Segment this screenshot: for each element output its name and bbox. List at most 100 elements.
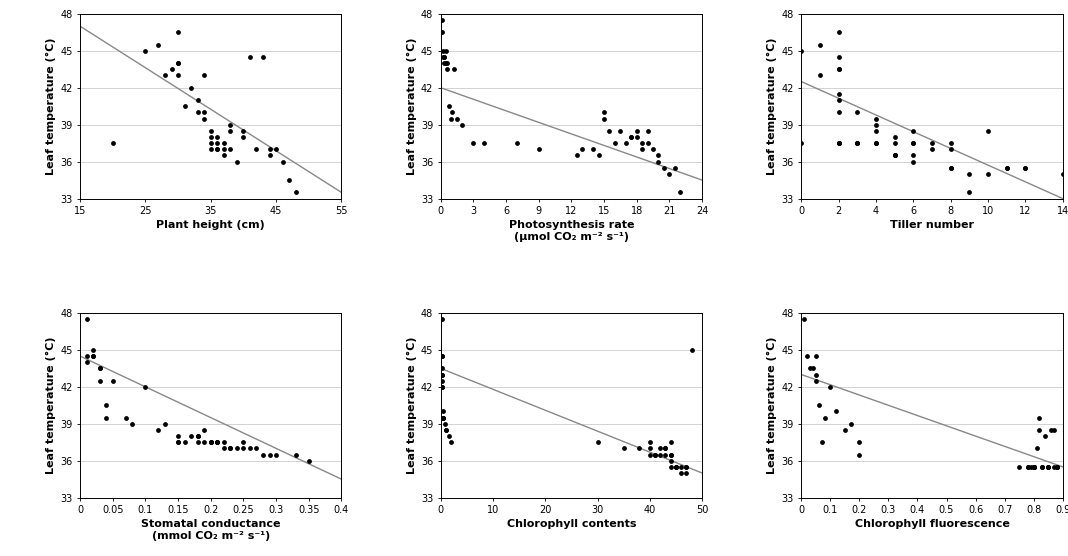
Point [189, 431, 206, 440]
X-axis label: Stomatal conductance
(mmol CO₂ m⁻² s⁻¹): Stomatal conductance (mmol CO₂ m⁻² s⁻¹) [141, 519, 281, 541]
Point [176, 102, 193, 111]
Point [623, 132, 640, 141]
Point [176, 438, 193, 446]
Point [248, 145, 265, 154]
Point [830, 90, 847, 98]
Point [830, 108, 847, 117]
Point [684, 345, 701, 354]
Point [441, 102, 458, 111]
Point [650, 151, 668, 160]
Point [651, 444, 669, 453]
Point [1049, 463, 1066, 471]
Point [628, 126, 645, 135]
Point [886, 151, 904, 160]
Point [661, 170, 678, 178]
Point [202, 145, 219, 154]
Point [942, 163, 959, 172]
Point [202, 138, 219, 147]
Point [905, 126, 922, 135]
Point [1054, 170, 1068, 178]
Point [439, 59, 456, 68]
Point [822, 383, 839, 391]
Point [1046, 425, 1063, 434]
Point [268, 145, 285, 154]
Y-axis label: Leaf temperature (°C): Leaf temperature (°C) [46, 37, 56, 175]
Point [601, 126, 618, 135]
Point [1034, 463, 1051, 471]
Point [449, 114, 466, 123]
Point [78, 351, 95, 360]
Point [150, 425, 167, 434]
Point [97, 401, 114, 410]
Point [612, 126, 629, 135]
Point [801, 364, 818, 373]
Point [202, 132, 219, 141]
Point [84, 345, 101, 354]
Point [828, 407, 845, 416]
Point [436, 59, 453, 68]
Point [248, 444, 265, 453]
Point [435, 413, 452, 422]
Point [646, 450, 663, 459]
Point [170, 59, 187, 68]
Point [438, 425, 455, 434]
Point [812, 71, 829, 80]
Point [208, 438, 225, 446]
Point [999, 163, 1016, 172]
Point [1031, 425, 1048, 434]
Point [849, 138, 866, 147]
Point [438, 46, 455, 55]
Point [435, 413, 452, 422]
Point [979, 170, 996, 178]
Point [796, 315, 813, 324]
Point [222, 120, 239, 129]
Point [666, 163, 684, 172]
Point [830, 138, 847, 147]
Point [124, 419, 141, 428]
Point [465, 138, 482, 147]
Point [867, 126, 884, 135]
Y-axis label: Leaf temperature (°C): Leaf temperature (°C) [767, 336, 778, 474]
Point [268, 450, 285, 459]
Point [657, 450, 674, 459]
Point [1025, 463, 1042, 471]
Point [241, 52, 258, 61]
Point [189, 108, 206, 117]
Point [849, 108, 866, 117]
Point [623, 132, 640, 141]
Point [189, 431, 206, 440]
Point [229, 444, 246, 453]
Point [942, 145, 959, 154]
Point [443, 108, 460, 117]
Point [287, 188, 304, 197]
Point [1017, 163, 1034, 172]
Point [807, 351, 824, 360]
Point [170, 438, 187, 446]
Point [830, 52, 847, 61]
Point [208, 438, 225, 446]
Point [435, 46, 452, 55]
Point [1025, 463, 1042, 471]
Point [202, 438, 219, 446]
Point [439, 65, 456, 74]
Point [792, 46, 810, 55]
Point [434, 351, 451, 360]
Point [434, 351, 451, 360]
Point [657, 444, 674, 453]
Point [216, 438, 233, 446]
Point [208, 138, 225, 147]
Point [1049, 463, 1066, 471]
X-axis label: Chlorophyll fluorescence: Chlorophyll fluorescence [854, 519, 1009, 529]
Point [830, 96, 847, 105]
Point [216, 151, 233, 160]
Point [830, 138, 847, 147]
Point [222, 444, 239, 453]
Point [84, 351, 101, 360]
Point [137, 46, 154, 55]
Point [678, 469, 695, 478]
Point [235, 132, 252, 141]
Point [650, 157, 668, 166]
Point [905, 151, 922, 160]
Point [475, 138, 492, 147]
Point [137, 383, 154, 391]
